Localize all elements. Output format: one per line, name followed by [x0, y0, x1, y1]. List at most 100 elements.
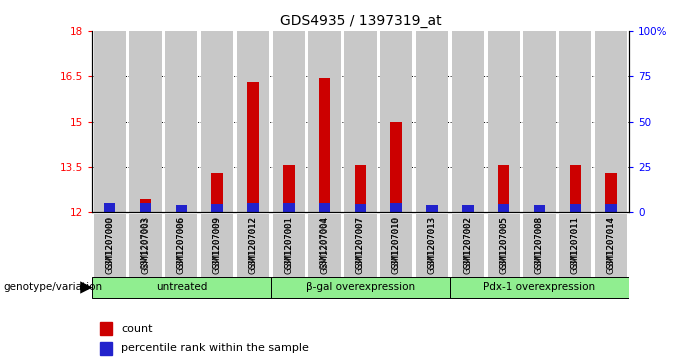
- Bar: [201, 214, 233, 278]
- Bar: [140, 203, 151, 212]
- Text: GSM1207013: GSM1207013: [428, 216, 437, 274]
- Bar: [201, 31, 233, 212]
- Bar: [319, 78, 330, 212]
- Bar: [390, 203, 402, 212]
- Text: GSM1207009: GSM1207009: [213, 216, 222, 269]
- Bar: [100, 322, 112, 335]
- Bar: [355, 166, 366, 212]
- Bar: [165, 31, 197, 212]
- Bar: [248, 82, 258, 212]
- Bar: [498, 204, 509, 212]
- Text: untreated: untreated: [156, 282, 207, 292]
- Text: GSM1207005: GSM1207005: [499, 216, 508, 274]
- Bar: [498, 166, 509, 212]
- Bar: [595, 214, 627, 278]
- Text: GSM1207000: GSM1207000: [105, 216, 114, 274]
- Bar: [380, 31, 412, 212]
- Bar: [165, 214, 197, 278]
- Bar: [452, 31, 484, 212]
- Bar: [309, 214, 341, 278]
- Bar: [344, 214, 377, 278]
- Bar: [488, 31, 520, 212]
- Text: GSM1207012: GSM1207012: [248, 216, 258, 274]
- Bar: [488, 214, 520, 278]
- Text: GSM1207002: GSM1207002: [463, 216, 473, 274]
- Text: genotype/variation: genotype/variation: [3, 282, 103, 293]
- Text: GSM1207004: GSM1207004: [320, 216, 329, 269]
- Text: GSM1207014: GSM1207014: [607, 216, 615, 274]
- Text: β-gal overexpression: β-gal overexpression: [306, 282, 415, 292]
- Bar: [211, 173, 223, 212]
- Text: GSM1207003: GSM1207003: [141, 216, 150, 274]
- Polygon shape: [80, 281, 92, 294]
- Text: GSM1207010: GSM1207010: [392, 216, 401, 269]
- Bar: [390, 122, 402, 212]
- Bar: [426, 208, 438, 212]
- Bar: [140, 199, 151, 212]
- Bar: [100, 342, 112, 355]
- Bar: [344, 31, 377, 212]
- Text: GSM1207013: GSM1207013: [428, 216, 437, 269]
- Text: GSM1207008: GSM1207008: [535, 216, 544, 269]
- Text: count: count: [121, 324, 153, 334]
- Bar: [271, 277, 450, 298]
- Bar: [94, 31, 126, 212]
- Text: GSM1207010: GSM1207010: [392, 216, 401, 274]
- Title: GDS4935 / 1397319_at: GDS4935 / 1397319_at: [279, 15, 441, 28]
- Bar: [416, 214, 448, 278]
- Bar: [211, 204, 223, 212]
- Text: GSM1207009: GSM1207009: [213, 216, 222, 274]
- Bar: [237, 31, 269, 212]
- Bar: [273, 214, 305, 278]
- Text: percentile rank within the sample: percentile rank within the sample: [121, 343, 309, 354]
- Bar: [175, 208, 187, 212]
- Bar: [524, 31, 556, 212]
- Bar: [355, 204, 366, 212]
- Text: GSM1207007: GSM1207007: [356, 216, 365, 269]
- Bar: [462, 206, 473, 212]
- Bar: [559, 214, 592, 278]
- Bar: [129, 214, 162, 278]
- Bar: [534, 206, 545, 212]
- Bar: [524, 214, 556, 278]
- Text: GSM1207014: GSM1207014: [607, 216, 615, 269]
- Bar: [129, 31, 162, 212]
- Bar: [248, 203, 258, 212]
- Text: GSM1207012: GSM1207012: [248, 216, 258, 269]
- Text: GSM1207001: GSM1207001: [284, 216, 293, 274]
- Text: Pdx-1 overexpression: Pdx-1 overexpression: [483, 282, 596, 292]
- Bar: [283, 166, 294, 212]
- Bar: [450, 277, 629, 298]
- Text: GSM1207002: GSM1207002: [463, 216, 473, 269]
- Text: GSM1207007: GSM1207007: [356, 216, 365, 274]
- Bar: [273, 31, 305, 212]
- Bar: [605, 173, 617, 212]
- Text: GSM1207001: GSM1207001: [284, 216, 293, 269]
- Bar: [570, 166, 581, 212]
- Bar: [92, 277, 271, 298]
- Text: GSM1207005: GSM1207005: [499, 216, 508, 269]
- Text: GSM1207006: GSM1207006: [177, 216, 186, 269]
- Text: GSM1207011: GSM1207011: [571, 216, 580, 274]
- Bar: [94, 214, 126, 278]
- Bar: [175, 205, 187, 212]
- Bar: [237, 214, 269, 278]
- Bar: [452, 214, 484, 278]
- Bar: [283, 203, 294, 212]
- Bar: [570, 204, 581, 212]
- Text: GSM1207006: GSM1207006: [177, 216, 186, 274]
- Bar: [595, 31, 627, 212]
- Bar: [426, 205, 438, 212]
- Text: GSM1207003: GSM1207003: [141, 216, 150, 269]
- Text: GSM1207008: GSM1207008: [535, 216, 544, 274]
- Bar: [605, 204, 617, 212]
- Bar: [104, 206, 116, 212]
- Bar: [534, 205, 545, 212]
- Bar: [462, 205, 473, 212]
- Bar: [104, 203, 116, 212]
- Text: GSM1207000: GSM1207000: [105, 216, 114, 269]
- Bar: [319, 203, 330, 212]
- Bar: [380, 214, 412, 278]
- Bar: [416, 31, 448, 212]
- Text: GSM1207004: GSM1207004: [320, 216, 329, 274]
